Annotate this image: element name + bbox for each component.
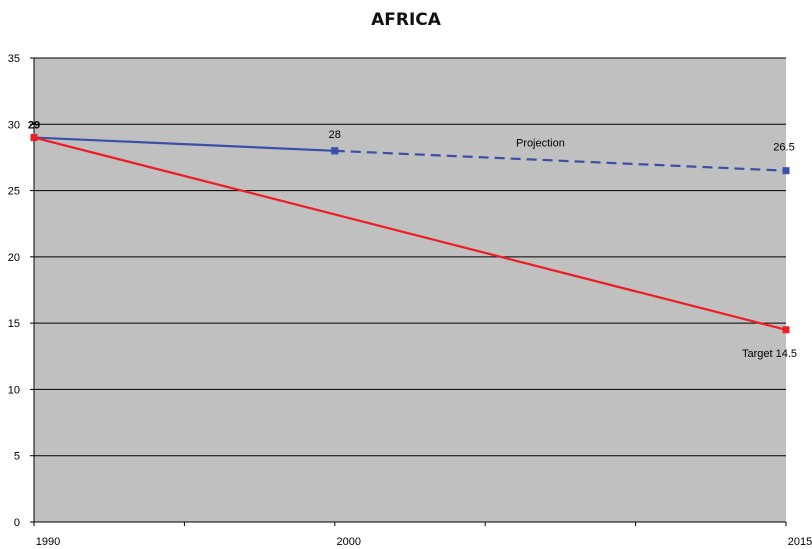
data-label: 28 [329, 129, 341, 141]
x-tick-label: 2000 [337, 536, 361, 548]
x-tick-label: 2015 [788, 536, 812, 548]
data-label: 29 [28, 120, 40, 132]
x-tick-label: 1990 [36, 536, 60, 548]
data-point [30, 134, 38, 142]
series-line-target [33, 136, 787, 331]
series-line-projection [334, 149, 787, 172]
y-tick-label: 30 [8, 119, 20, 131]
y-tick-label: 20 [8, 252, 20, 264]
series-line-observed [33, 136, 335, 152]
y-tick-label: 5 [14, 451, 20, 463]
series-annotation: Projection [516, 138, 565, 150]
y-tick-label: 25 [8, 186, 20, 198]
y-tick-label: 35 [8, 53, 20, 65]
data-point [782, 167, 790, 175]
plot-area [34, 58, 786, 522]
y-tick-label: 10 [8, 384, 20, 396]
chart-title: AFRICA [371, 10, 441, 30]
y-tick-label: 0 [14, 517, 20, 529]
y-tick-label: 15 [8, 318, 20, 330]
data-point [331, 147, 339, 155]
data-point [782, 326, 790, 334]
data-label: Target 14.5 [742, 348, 797, 360]
data-label: 26.5 [773, 142, 794, 154]
